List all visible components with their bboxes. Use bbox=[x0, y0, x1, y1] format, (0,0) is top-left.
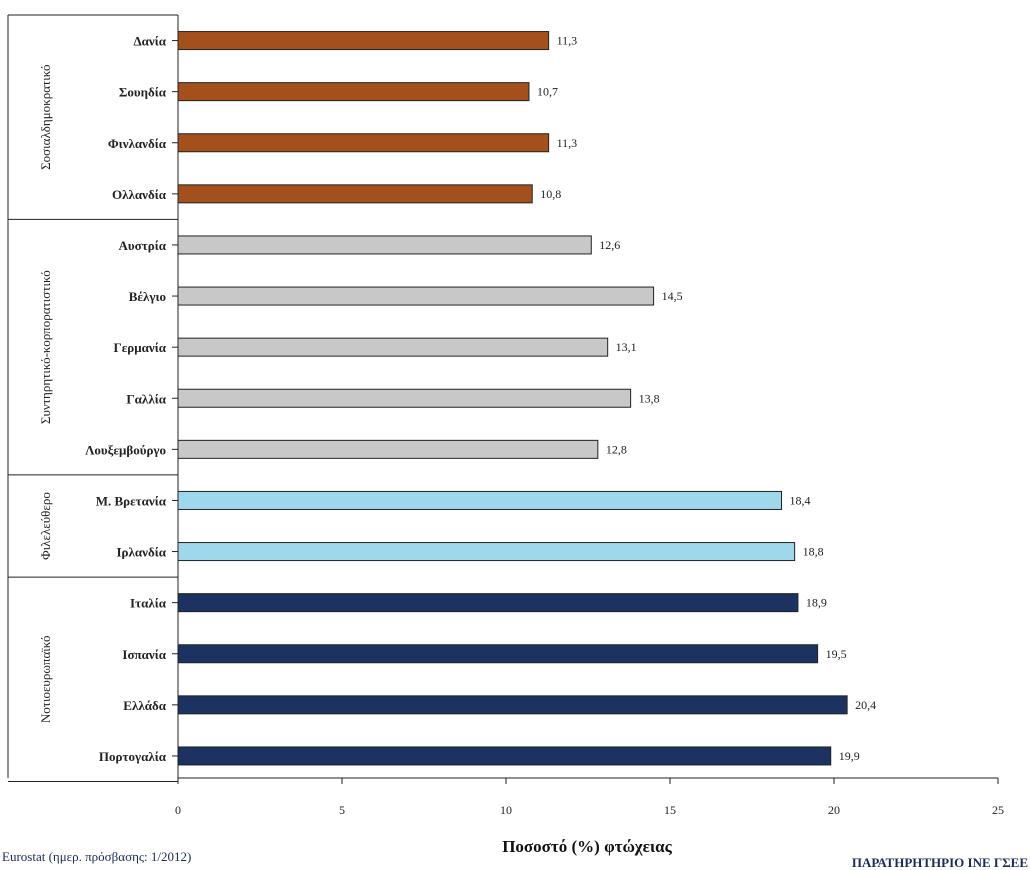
bar bbox=[177, 31, 550, 51]
category-label: Γαλλία bbox=[126, 391, 166, 406]
category-label: Σουηδία bbox=[119, 85, 167, 100]
bar bbox=[177, 286, 655, 306]
data-label: 11,3 bbox=[557, 136, 578, 150]
plot-area: 11,3 Δανία 10,7 Σουηδία 11,3 Φινλανδία 10,8 Ολλ… bbox=[7, 14, 1004, 817]
data-label: 18,9 bbox=[806, 596, 827, 610]
category-label: Πορτογαλία bbox=[99, 749, 167, 764]
category-label: Ελλάδα bbox=[123, 698, 166, 713]
bar bbox=[177, 133, 550, 153]
category-label: Δανία bbox=[134, 34, 167, 49]
data-label: 18,8 bbox=[803, 545, 824, 559]
data-label: 12,8 bbox=[606, 442, 627, 456]
group-label: Συντηρητικό-κορπορατιστικό bbox=[38, 270, 53, 424]
data-label: 14,5 bbox=[662, 289, 683, 303]
category-label: Ολλανδία bbox=[112, 187, 167, 202]
x-tick-label: 15 bbox=[664, 803, 676, 817]
x-tick-label: 0 bbox=[175, 803, 181, 817]
data-label: 19,5 bbox=[826, 647, 847, 661]
bar bbox=[177, 439, 599, 459]
source-note: Eurostat (ημερ. πρόσβασης: 1/2012) bbox=[2, 849, 191, 864]
data-label: 12,6 bbox=[599, 238, 620, 252]
category-label: Αυστρία bbox=[119, 238, 167, 253]
data-label: 13,1 bbox=[616, 340, 637, 354]
x-tick-label: 5 bbox=[339, 803, 345, 817]
data-label: 13,8 bbox=[639, 391, 660, 405]
bar bbox=[177, 235, 592, 255]
category-label: Γερμανία bbox=[113, 340, 166, 355]
bar bbox=[177, 542, 796, 562]
bar bbox=[177, 388, 632, 408]
data-label: 10,7 bbox=[537, 85, 558, 99]
x-axis-title: Ποσοστό (%) φτώχειας bbox=[502, 837, 672, 856]
bar bbox=[177, 490, 783, 510]
bar bbox=[177, 82, 530, 102]
bar bbox=[177, 695, 848, 715]
category-label: Μ. Βρετανία bbox=[96, 493, 167, 508]
data-label: 11,3 bbox=[557, 34, 578, 48]
bar bbox=[177, 746, 832, 766]
data-label: 20,4 bbox=[855, 698, 876, 712]
bar bbox=[177, 644, 819, 664]
category-label: Ιρλανδία bbox=[117, 545, 167, 560]
category-label: Φινλανδία bbox=[108, 136, 167, 151]
category-label: Λουξεμβούργο bbox=[85, 442, 166, 457]
group-label: Φιλελεύθερο bbox=[38, 492, 53, 560]
bar bbox=[177, 337, 609, 357]
x-tick-label: 10 bbox=[500, 803, 512, 817]
category-label: Βέλγιο bbox=[129, 289, 166, 304]
bar bbox=[177, 593, 799, 613]
data-label: 19,9 bbox=[839, 749, 860, 763]
x-tick-label: 25 bbox=[992, 803, 1004, 817]
x-tick-label: 20 bbox=[828, 803, 840, 817]
data-label: 18,4 bbox=[790, 493, 811, 507]
group-label: Νοτιοευρωπαϊκό bbox=[38, 635, 53, 723]
category-label: Ισπανία bbox=[122, 647, 166, 662]
category-label: Ιταλία bbox=[130, 596, 167, 611]
data-label: 10,8 bbox=[540, 187, 561, 201]
publisher-note: ΠΑΡΑΤΗΡΗΤΗΡΙΟ ΙΝΕ ΓΣΕΕ bbox=[852, 855, 1028, 870]
group-label: Σοσιαλδημοκρατικό bbox=[38, 64, 53, 169]
bar bbox=[177, 184, 533, 204]
